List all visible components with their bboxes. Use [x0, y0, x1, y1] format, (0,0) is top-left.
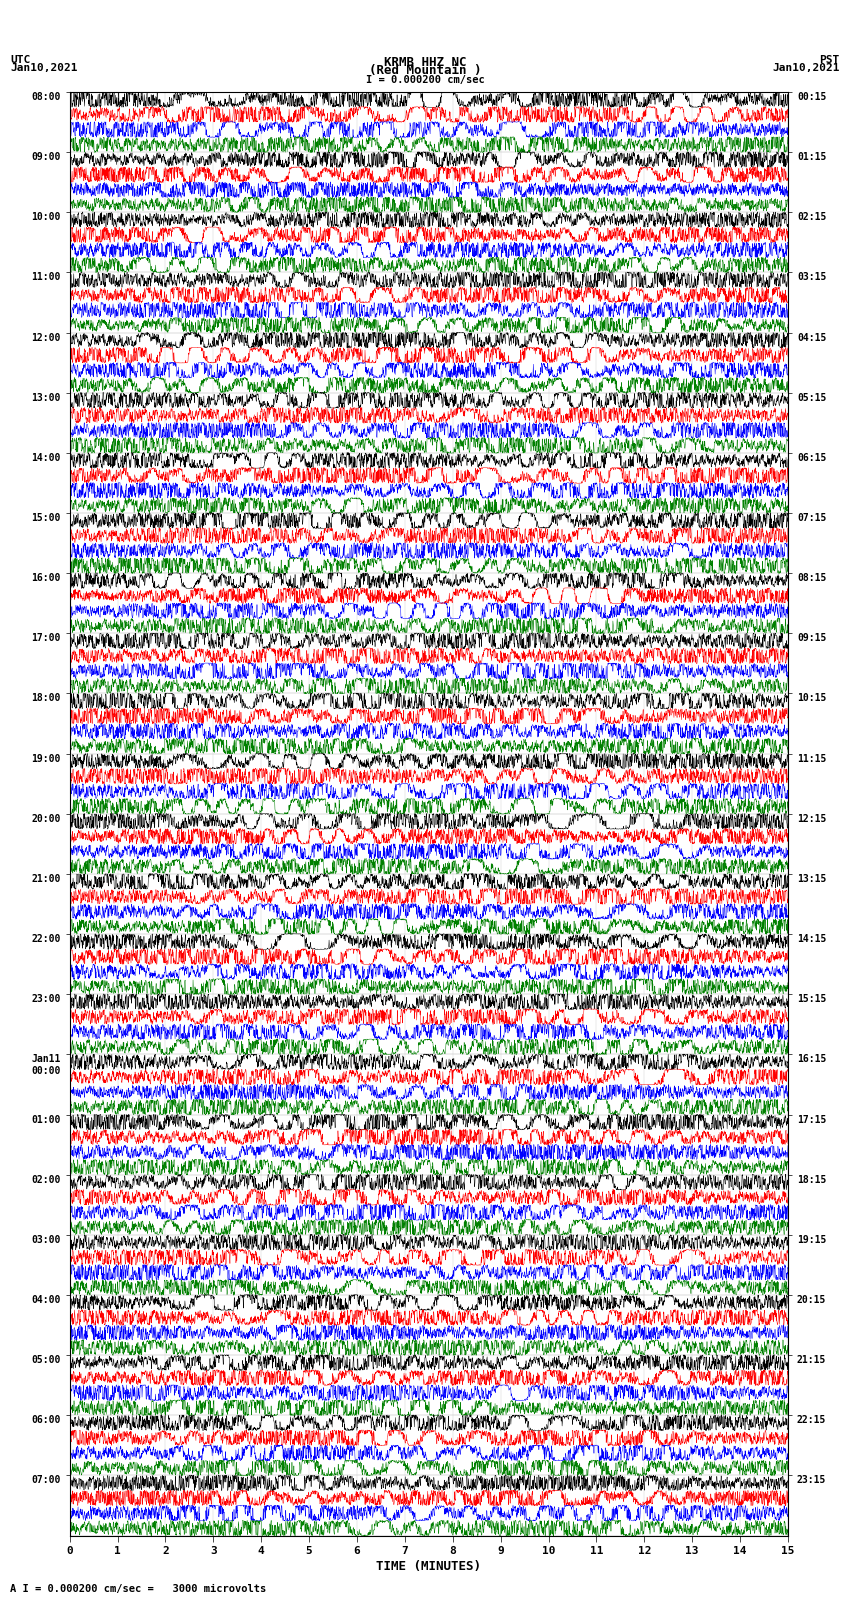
Text: UTC: UTC [10, 55, 31, 65]
Text: A I = 0.000200 cm/sec =   3000 microvolts: A I = 0.000200 cm/sec = 3000 microvolts [10, 1584, 266, 1594]
Text: KRMB HHZ NC: KRMB HHZ NC [383, 55, 467, 69]
Text: Jan10,2021: Jan10,2021 [10, 63, 77, 73]
Text: PST: PST [819, 55, 840, 65]
Text: (Red Mountain ): (Red Mountain ) [369, 63, 481, 77]
Text: Jan10,2021: Jan10,2021 [773, 63, 840, 73]
X-axis label: TIME (MINUTES): TIME (MINUTES) [377, 1560, 481, 1573]
Text: I = 0.000200 cm/sec: I = 0.000200 cm/sec [366, 74, 484, 84]
